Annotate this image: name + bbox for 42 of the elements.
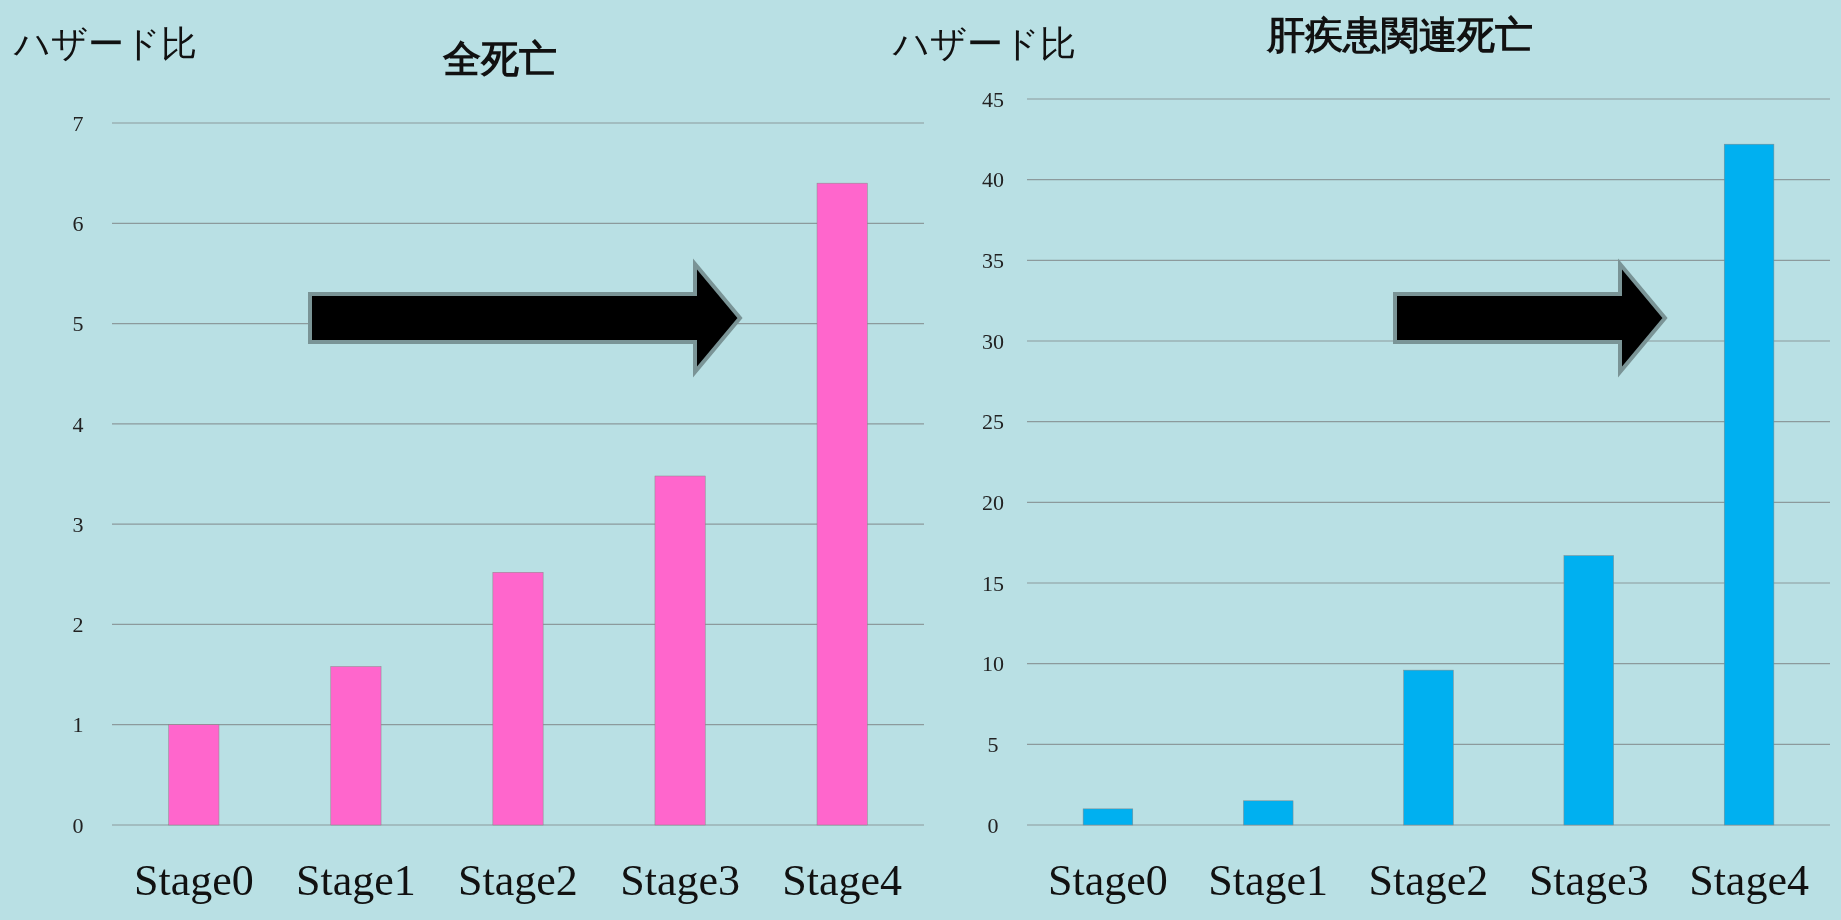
x-tick-label: Stage2: [458, 856, 578, 905]
bar: [1563, 555, 1614, 826]
bar: [1082, 808, 1134, 826]
bar: [816, 182, 868, 826]
y-tick-label: 1: [72, 712, 84, 738]
x-tick-label: Stage4: [782, 856, 903, 905]
x-tick-label: Stage3: [620, 856, 740, 905]
bar: [492, 572, 544, 826]
y-tick-label: 0: [72, 812, 84, 838]
y-tick-label: 5: [987, 732, 999, 758]
chart-title: 全死亡: [442, 37, 557, 81]
y-tick-label: 25: [982, 409, 1004, 435]
x-tick-label: Stage3: [1528, 856, 1649, 905]
x-tick-label: Stage0: [1048, 856, 1168, 905]
y-tick-label: 2: [72, 612, 84, 638]
x-tick-label: Stage2: [1368, 856, 1489, 905]
y-tick-label: 20: [982, 490, 1004, 516]
y-tick-label: 15: [982, 570, 1004, 596]
y-tick-label: 40: [982, 167, 1004, 193]
x-tick-label: Stage4: [1689, 856, 1809, 905]
y-tick-label: 6: [72, 210, 84, 236]
y-tick-label: 35: [982, 248, 1004, 274]
bar: [1403, 669, 1454, 826]
y-axis-title: ハザード比: [13, 23, 197, 64]
y-tick-label: 7: [72, 110, 84, 136]
bar: [330, 666, 382, 826]
y-tick-label: 45: [982, 86, 1004, 112]
x-tick-label: Stage1: [296, 856, 416, 905]
y-tick-label: 30: [982, 328, 1004, 354]
bar: [654, 475, 706, 826]
y-tick-label: 4: [72, 411, 84, 437]
y-tick-label: 3: [72, 511, 84, 537]
y-tick-label: 10: [982, 651, 1004, 677]
x-tick-label: Stage0: [133, 856, 254, 905]
bar: [1243, 800, 1294, 826]
y-tick-label: 0: [987, 812, 999, 838]
y-axis-title: ハザード比: [892, 23, 1076, 64]
bar: [168, 724, 220, 826]
x-tick-label: Stage1: [1208, 856, 1329, 905]
bar: [1723, 143, 1775, 826]
chart-title: 肝疾患関連死亡: [1266, 13, 1533, 57]
y-tick-label: 5: [72, 311, 84, 337]
